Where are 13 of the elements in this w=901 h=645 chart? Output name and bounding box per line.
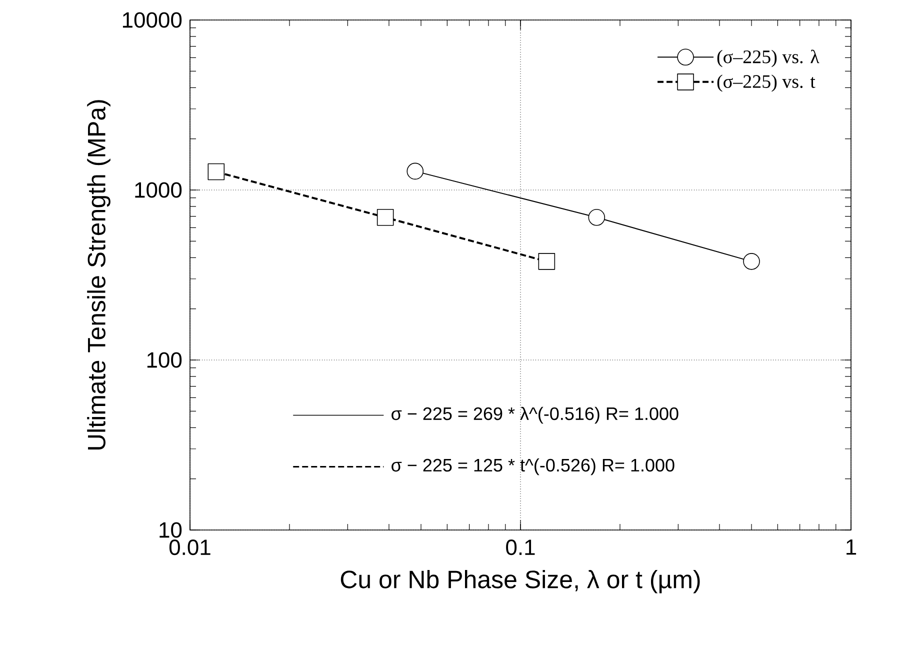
annotation: σ − 225 = 125 * t^(-0.526) R= 1.000 (392, 458, 674, 476)
y-tick-label: 10 (160, 522, 182, 538)
x-tick-label: 1 (846, 540, 856, 555)
y-tick-label: 1000 (135, 182, 182, 198)
x-axis-title: Cu or Nb Phase Size, λ or t (µm) (340, 570, 700, 594)
annotation: σ − 225 = 269 * λ^(-0.516) R= 1.000 (392, 406, 678, 424)
y-tick-label: 10000 (122, 12, 182, 28)
x-tick-label: 0.01 (169, 540, 210, 556)
legend-label: (σ–225) vs. λ (717, 50, 820, 68)
y-tick-label: 100 (147, 352, 182, 368)
y-axis-title: Ultimate Tensile Strength (MPa) (87, 100, 110, 450)
x-tick-label: 0.1 (506, 540, 535, 556)
legend-label: (σ–225) vs. t (717, 74, 816, 92)
